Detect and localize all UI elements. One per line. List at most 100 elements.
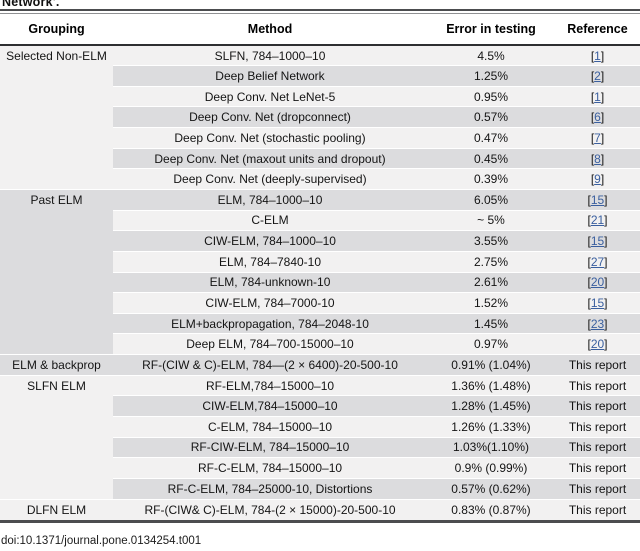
error-cell: 0.47% — [427, 127, 555, 149]
error-cell: 1.36% (1.48%) — [427, 374, 555, 396]
reference-cell: [6] — [555, 106, 640, 128]
table-row: RF-CIW-ELM, 784–15000–10 1.03%(1.10%) This… — [0, 436, 640, 458]
reference-cell: [8] — [555, 147, 640, 169]
reference-cell: [9] — [555, 168, 640, 190]
reference-cell: [23] — [555, 312, 640, 334]
reference-link[interactable]: 20 — [590, 275, 605, 290]
reference-link[interactable]: 7 — [594, 130, 601, 145]
table-body: Selected Non-ELM SLFN, 784–1000–10 4.5% [1]… — [0, 44, 640, 520]
reference-cell: [15] — [555, 230, 640, 252]
header-row: Grouping Method Error in testing Referen… — [0, 14, 640, 46]
table-row: CIW-ELM,784–15000–10 1.28% (1.45%) This re… — [0, 395, 640, 417]
reference-link[interactable]: 2 — [594, 68, 601, 83]
reference-cell: [20] — [555, 333, 640, 355]
table-row: Deep Belief Network 1.25% [2] — [0, 65, 640, 87]
table-row: CIW-ELM, 784–7000-10 1.52% [15] — [0, 292, 640, 314]
table-row: C-ELM ~ 5% [21] — [0, 209, 640, 231]
table-row: ELM+backpropagation, 784–2048-10 1.45% [23… — [0, 312, 640, 334]
results-table: Grouping Method Error in testing Referen… — [0, 14, 640, 520]
method-cell: ELM, 784–7840-10 — [113, 250, 427, 273]
reference-link[interactable]: 15 — [590, 296, 605, 310]
error-cell: 2.61% — [427, 271, 555, 293]
table-row: RF-C-ELM, 784–25000-10, Distortions 0.57%… — [0, 477, 640, 500]
reference-link[interactable]: 8 — [594, 151, 601, 166]
error-cell: ~ 5% — [427, 209, 555, 231]
error-cell: 0.9% (0.99%) — [427, 457, 555, 479]
reference-link[interactable]: 1 — [594, 48, 601, 63]
method-cell: Deep Belief Network — [113, 65, 427, 87]
reference-cell: [2] — [555, 65, 640, 87]
col-header-error: Error in testing — [427, 14, 555, 46]
table-row: ELM, 784-unknown-10 2.61% [20] — [0, 271, 640, 293]
error-cell: 1.28% (1.45%) — [427, 395, 555, 417]
method-cell: Deep Conv. Net (dropconnect) — [113, 106, 427, 128]
reference-cell: This report — [555, 374, 640, 396]
method-cell: CIW-ELM, 784–1000–10 — [113, 230, 427, 252]
reference-link[interactable]: 1 — [594, 89, 601, 104]
method-cell: RF-ELM,784–15000–10 — [113, 374, 427, 396]
method-cell: RF-(CIW& C)-ELM, 784-(2 × 15000)-20-500-… — [113, 498, 427, 520]
reference-cell: This report — [555, 457, 640, 479]
error-cell: 0.83% (0.87%) — [427, 498, 555, 520]
reference-cell: This report — [555, 416, 640, 438]
reference-link[interactable]: 20 — [590, 337, 605, 352]
method-cell: RF-(CIW & C)-ELM, 784—(2 × 6400)-20-500-… — [113, 354, 427, 376]
reference-link[interactable]: 15 — [590, 234, 605, 249]
error-cell: 0.91% (1.04%) — [427, 354, 555, 376]
error-cell: 1.25% — [427, 65, 555, 87]
reference-cell: This report — [555, 477, 640, 500]
reference-cell: This report — [555, 395, 640, 417]
error-cell: 0.45% — [427, 147, 555, 169]
method-cell: CIW-ELM,784–15000–10 — [113, 395, 427, 417]
method-cell: SLFN, 784–1000–10 — [113, 44, 427, 66]
reference-link[interactable]: 15 — [590, 192, 605, 207]
col-header-method: Method — [113, 14, 427, 46]
error-cell: 0.57% — [427, 106, 555, 128]
error-cell: 1.03%(1.10%) — [427, 436, 555, 458]
table-row: C-ELM, 784–15000–10 1.26% (1.33%) This rep… — [0, 416, 640, 438]
method-cell: ELM, 784-unknown-10 — [113, 271, 427, 293]
reference-cell: This report — [555, 354, 640, 376]
method-cell: RF-C-ELM, 784–15000–10 — [113, 457, 427, 479]
method-cell: Deep Conv. Net (stochastic pooling) — [113, 127, 427, 149]
reference-cell: [1] — [555, 85, 640, 107]
group-cell: SLFN ELM — [0, 374, 113, 500]
table-row: Deep Conv. Net (dropconnect) 0.57% [6] — [0, 106, 640, 128]
col-header-reference: Reference — [555, 14, 640, 46]
table-row: DLFN ELM RF-(CIW& C)-ELM, 784-(2 × 15000)… — [0, 498, 640, 520]
table-row: SLFN ELM RF-ELM,784–15000–10 1.36% (1.48%)… — [0, 374, 640, 500]
error-cell: 0.39% — [427, 168, 555, 190]
method-cell: RF-CIW-ELM, 784–15000–10 — [113, 436, 427, 458]
method-cell: Deep Conv. Net LeNet-5 — [113, 85, 427, 107]
caption-fragment-text: Network'. — [2, 0, 60, 9]
table-row: Deep Conv. Net (stochastic pooling) 0.47%… — [0, 127, 640, 149]
table-row: RF-C-ELM, 784–15000–10 0.9% (0.99%) This r… — [0, 457, 640, 479]
reference-cell: This report — [555, 498, 640, 520]
table-row: Deep ELM, 784–700-15000–10 0.97% [20] — [0, 333, 640, 355]
reference-link[interactable]: 9 — [594, 172, 601, 187]
error-cell: 1.45% — [427, 312, 555, 334]
reference-cell: [15] — [555, 292, 640, 314]
reference-link[interactable]: 23 — [590, 316, 605, 331]
table-row: ELM & backprop RF-(CIW & C)-ELM, 784—(2 ×… — [0, 354, 640, 376]
reference-cell: [1] — [555, 44, 640, 66]
error-cell: 0.97% — [427, 333, 555, 355]
table-header: Grouping Method Error in testing Referen… — [0, 14, 640, 46]
reference-cell: [15] — [555, 188, 640, 211]
table-row: Deep Conv. Net (maxout units and dropout… — [0, 147, 640, 169]
error-cell: 1.26% (1.33%) — [427, 416, 555, 438]
reference-cell: [21] — [555, 209, 640, 231]
col-header-grouping: Grouping — [0, 14, 113, 46]
error-cell: 2.75% — [427, 250, 555, 273]
reference-link[interactable]: 27 — [590, 254, 605, 269]
reference-link[interactable]: 21 — [590, 213, 605, 228]
reference-cell: [27] — [555, 250, 640, 273]
method-cell: C-ELM — [113, 209, 427, 231]
reference-cell: [7] — [555, 127, 640, 149]
method-cell: Deep Conv. Net (maxout units and dropout… — [113, 147, 427, 169]
reference-cell: [20] — [555, 271, 640, 293]
reference-link[interactable]: 6 — [594, 110, 601, 125]
table-row: Selected Non-ELM SLFN, 784–1000–10 4.5% [1] — [0, 44, 640, 190]
group-cell: Selected Non-ELM — [0, 44, 113, 190]
method-cell: RF-C-ELM, 784–25000-10, Distortions — [113, 477, 427, 500]
